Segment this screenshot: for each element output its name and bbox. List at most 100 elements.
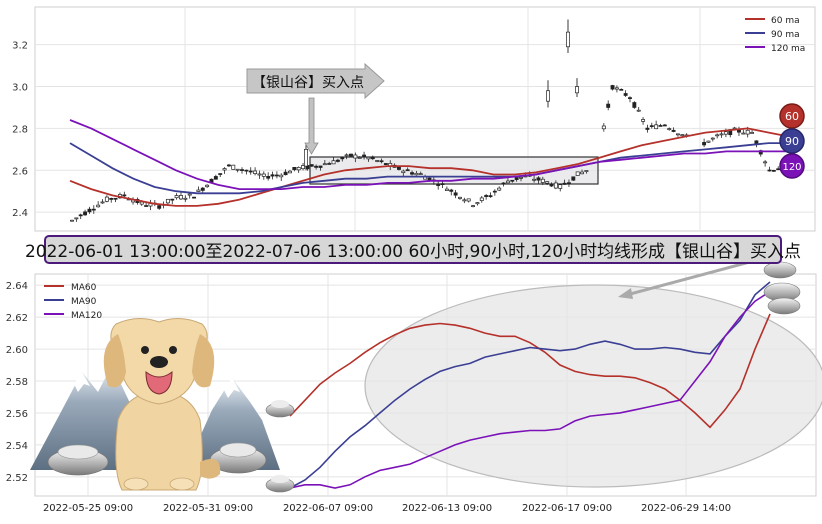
candle-body [471, 205, 476, 207]
candle-body [606, 103, 611, 108]
candle-body [70, 219, 74, 222]
bottom-x-tick-label: 2022-05-31 09:00 [163, 503, 253, 514]
candle-body [318, 165, 323, 168]
candle-body [505, 180, 510, 184]
dog-icon [103, 318, 221, 491]
candle-body [292, 167, 297, 171]
bottom-legend: MA60 MA90 MA120 [44, 283, 102, 321]
candle-body [401, 170, 406, 173]
candle-body [104, 196, 109, 202]
candle-body [183, 197, 188, 200]
top-line-120-ma [69, 119, 790, 191]
candle-body [462, 199, 467, 202]
candle-body [458, 196, 462, 199]
candle-body [444, 188, 449, 191]
top-legend: 60 ma 90 ma 120 ma [745, 16, 805, 54]
candle-body [366, 156, 371, 160]
candle-body [314, 165, 319, 168]
candle-body [584, 170, 589, 172]
candle-body [484, 195, 489, 197]
top-y-tick-label: 3.0 [12, 83, 28, 94]
candle-body [331, 160, 336, 165]
bottom-line-MA120 [289, 290, 771, 489]
top-legend-label: 120 ma [771, 44, 805, 54]
candle-body [196, 189, 201, 192]
candle-body [231, 164, 236, 170]
candle-body [566, 31, 570, 48]
candle-body [623, 93, 628, 96]
bottom-y-tick-label: 2.52 [6, 473, 28, 484]
candle-body [449, 189, 454, 192]
candle-body [261, 173, 266, 177]
candle-body [641, 119, 646, 122]
bottom-x-tick-label: 2022-06-07 09:00 [283, 503, 373, 514]
candle-body [113, 197, 118, 200]
candle-body [405, 169, 410, 172]
candle-body [266, 176, 271, 179]
candle-body [157, 205, 162, 209]
top-ma-lines [69, 119, 791, 207]
candle-body [453, 192, 458, 196]
bottom-y-tick-label: 2.56 [6, 409, 28, 420]
candle-body [715, 134, 720, 137]
candle-body [558, 184, 563, 189]
candle-body [83, 211, 88, 216]
candle-body [610, 85, 615, 90]
bottom-x-tick-label: 2022-06-17 09:00 [522, 503, 612, 514]
highlight-ellipse [364, 284, 822, 488]
candle-body [279, 174, 284, 178]
candle-body [510, 179, 515, 182]
candle-body [514, 177, 519, 180]
candle-body [240, 169, 244, 171]
bottom-y-tick-label: 2.60 [6, 345, 28, 356]
bottom-legend-label: MA60 [71, 283, 97, 293]
candle-body [205, 184, 210, 188]
candle-body [270, 174, 275, 177]
ingot-stack-right [763, 261, 801, 315]
candle-body [383, 163, 388, 165]
candle-body [109, 197, 114, 200]
candle-body [357, 157, 362, 159]
candle-body [479, 197, 484, 201]
top-line-90-ma [69, 142, 790, 195]
candle-body [418, 173, 423, 175]
signal-banner: 2022-06-01 13:00:00至2022-07-06 13:00:00 … [25, 235, 801, 264]
candle-body [344, 154, 349, 157]
candle-body [767, 169, 772, 172]
candle-body [497, 187, 502, 191]
candle-body [488, 195, 493, 198]
bottom-line-MA60 [289, 313, 771, 429]
candle-body [501, 182, 506, 185]
bottom-line-MA90 [289, 281, 771, 489]
candle-body [580, 171, 584, 175]
candle-body [771, 169, 776, 172]
candle-body [723, 131, 728, 135]
candle-body [213, 176, 218, 180]
bottom-y-tick-label: 2.58 [6, 377, 28, 388]
candle-body [410, 172, 414, 175]
candle-body [78, 214, 83, 217]
candle-body [174, 195, 179, 199]
candle-body [218, 173, 223, 175]
top-y-axis: 2.4 2.6 2.8 3.0 3.2 [12, 41, 28, 219]
candle-body [546, 90, 550, 102]
top-y-tick-label: 2.6 [12, 166, 28, 177]
candle-body [91, 208, 96, 211]
mascot-illustration [30, 261, 801, 493]
candle-body [226, 164, 231, 167]
top-y-tick-label: 3.2 [12, 41, 28, 52]
candle-body [248, 170, 253, 173]
candle-body [379, 160, 384, 163]
badge-90-label: 90 [785, 135, 799, 148]
candle-body [244, 169, 249, 172]
candle-body [545, 181, 550, 184]
candle-body [745, 129, 750, 135]
candle-body [776, 168, 781, 171]
candle-body [466, 198, 471, 202]
candle-body [719, 133, 724, 136]
candle-body [288, 170, 292, 174]
candle-body [741, 132, 746, 135]
candle-body [571, 176, 576, 181]
candle-body [614, 87, 619, 90]
mountain-right [185, 378, 280, 470]
